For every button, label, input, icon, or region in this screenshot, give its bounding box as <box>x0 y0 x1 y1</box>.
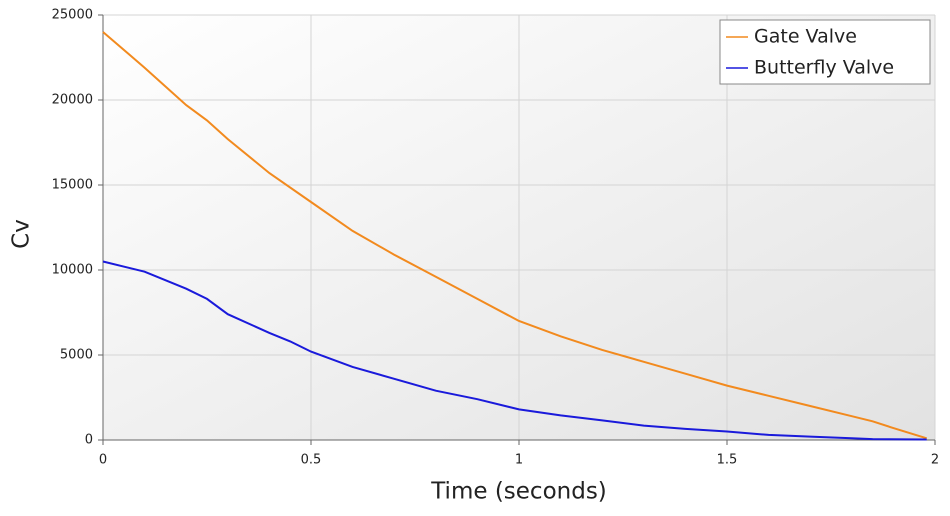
y-tick-label: 0 <box>85 433 93 448</box>
y-tick-label: 15000 <box>52 178 93 193</box>
y-tick-label: 10000 <box>52 263 93 278</box>
y-tick-label: 25000 <box>52 8 93 23</box>
x-tick-label: 0 <box>99 453 107 468</box>
x-tick-label: 1 <box>515 453 523 468</box>
legend-box <box>719 19 931 85</box>
legend-label: Gate Valve <box>754 26 857 48</box>
y-tick-label: 5000 <box>60 348 93 363</box>
data-line <box>102 260 927 441</box>
y-tick-label: 20000 <box>52 93 93 108</box>
y-axis-title: Cv <box>9 219 35 249</box>
legend-label: Butterfly Valve <box>754 57 894 79</box>
x-tick-label: 2 <box>931 453 939 468</box>
x-axis-title: Time (seconds) <box>430 479 607 505</box>
x-tick-label: 1.5 <box>717 453 738 468</box>
x-tick-label: 0.5 <box>301 453 322 468</box>
data-line <box>102 31 927 440</box>
